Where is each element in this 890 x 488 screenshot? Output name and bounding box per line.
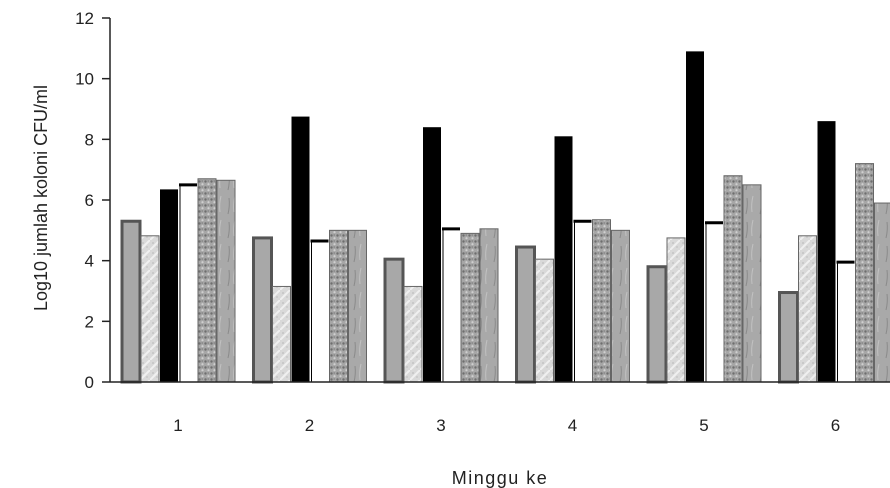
bar-series-2-week-3 — [403, 285, 423, 383]
y-tick-label: 10 — [75, 70, 94, 89]
y-tick-label: 4 — [85, 252, 94, 271]
bar-series-1-week-6 — [778, 291, 799, 384]
x-tick-label: 5 — [699, 416, 708, 435]
bar-series-3-week-2 — [291, 116, 310, 382]
bar-series-2-week-6 — [798, 235, 817, 383]
bar-series-6-week-5 — [742, 184, 762, 383]
bar-series-1-week-4 — [515, 245, 536, 384]
bar-series-6-week-6 — [874, 202, 890, 383]
bar-series-4-week-4 — [573, 221, 592, 382]
x-tick-label: 3 — [436, 416, 445, 435]
bar-series-2-week-1 — [140, 235, 160, 383]
bar-series-1-week-1 — [120, 219, 142, 384]
bar-series-5-week-3 — [460, 232, 480, 383]
bar-series-1-week-5 — [646, 265, 668, 384]
y-tick-label: 12 — [75, 9, 94, 28]
bar-series-5-week-4 — [592, 219, 611, 383]
y-tick-label: 8 — [85, 130, 94, 149]
bar-series-1-week-2 — [252, 236, 273, 384]
bar-series-4-week-3 — [442, 228, 460, 382]
x-axis-title: Minggu ke — [452, 468, 549, 488]
bar-series-3-week-1 — [160, 189, 178, 382]
bar-series-6-week-3 — [479, 228, 499, 383]
bars-layer — [120, 51, 890, 384]
bar-series-4-week-1 — [179, 184, 197, 382]
y-tick-label: 2 — [85, 312, 94, 331]
x-tick-label: 6 — [831, 416, 840, 435]
y-tick-label: 0 — [85, 373, 94, 392]
bar-series-5-week-1 — [197, 178, 217, 383]
bar-series-5-week-2 — [329, 229, 348, 383]
bar-series-2-week-4 — [535, 258, 554, 383]
bar-series-3-week-5 — [686, 51, 704, 382]
bar-series-2-week-2 — [272, 285, 291, 383]
bar-series-4-week-6 — [836, 262, 855, 382]
bar-series-6-week-1 — [216, 179, 236, 383]
axes-layer — [102, 17, 890, 383]
bar-series-5-week-6 — [855, 163, 874, 383]
bar-series-6-week-4 — [611, 229, 630, 383]
y-tick-label: 6 — [85, 191, 94, 210]
bar-series-5-week-5 — [723, 175, 743, 383]
x-tick-label: 1 — [173, 416, 182, 435]
y-axis-title: Log10 jumlah koloni CFU/ml — [31, 85, 51, 311]
bar-series-6-week-2 — [348, 229, 367, 383]
x-tick-label: 4 — [568, 416, 577, 435]
bar-series-1-week-3 — [383, 257, 405, 384]
bar-series-3-week-6 — [817, 121, 836, 382]
bar-series-3-week-3 — [423, 127, 441, 382]
bar-series-2-week-5 — [666, 237, 686, 383]
bar-series-3-week-4 — [554, 136, 573, 382]
x-tick-label: 2 — [305, 416, 314, 435]
bar-series-4-week-5 — [705, 222, 723, 382]
bar-series-4-week-2 — [310, 240, 329, 382]
